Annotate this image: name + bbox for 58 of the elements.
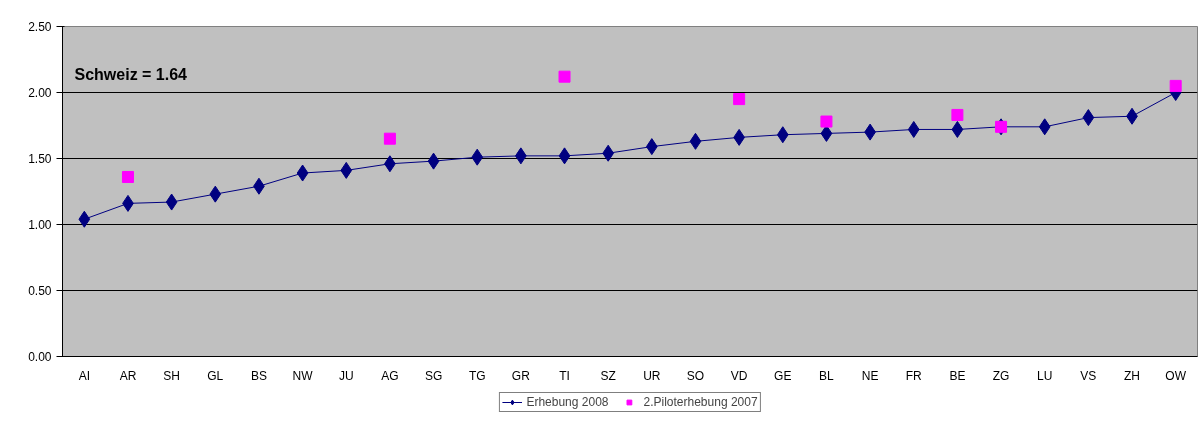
x-tick-label: AG [381, 368, 399, 383]
x-tick-label: SG [424, 368, 443, 383]
point [645, 138, 658, 156]
point [296, 164, 309, 182]
x-tick-label: SO [686, 368, 705, 383]
x-tick-label: VS [1080, 368, 1097, 383]
x-tick-label: SZ [600, 368, 616, 383]
point [165, 193, 178, 211]
point [209, 185, 222, 203]
point [733, 93, 746, 106]
x-tick-label: BS [250, 368, 267, 383]
legend-label: 2.Piloterhebung 2007 [643, 395, 758, 409]
point [776, 126, 789, 144]
point [689, 132, 702, 150]
point [121, 170, 134, 183]
x-tick-label: LU [1037, 368, 1053, 383]
point [427, 152, 440, 170]
x-tick-label: UR [643, 368, 661, 383]
x-tick-label: NW [292, 368, 314, 383]
x-tick-label: ZH [1124, 368, 1141, 383]
legend-label: Erhebung 2008 [526, 395, 609, 409]
point [78, 210, 91, 228]
point [907, 120, 920, 138]
point [602, 144, 615, 162]
y-tick-label: 2.00 [28, 86, 52, 100]
annotation: Schweiz = 1.64 [74, 65, 188, 83]
point [340, 161, 353, 179]
x-tick-label: FR [905, 368, 923, 383]
y-tick-label: 1.00 [28, 218, 52, 232]
point [1038, 118, 1051, 136]
y-tick-label: 0.50 [28, 284, 52, 298]
x-tick-label: TI [559, 368, 570, 383]
x-tick-label: JU [338, 368, 354, 383]
x-tick-label: VD [730, 368, 748, 383]
x-tick-label: BE [949, 368, 966, 383]
x-tick-label: ZG [992, 368, 1010, 383]
point [820, 115, 833, 128]
point [1169, 79, 1182, 92]
x-tick-label: GE [774, 368, 792, 383]
x-tick-label: TG [468, 368, 486, 383]
point [558, 70, 571, 83]
point [1082, 109, 1095, 127]
point [951, 120, 964, 138]
y-tick-label: 0.00 [28, 350, 52, 364]
y-tick-label: 2.50 [28, 20, 52, 34]
y-tick-label: 1.50 [28, 152, 52, 166]
x-tick-label: NE [861, 368, 879, 383]
point [383, 132, 396, 145]
point [951, 108, 964, 121]
point [471, 148, 484, 166]
x-tick-label: SH [163, 368, 180, 383]
x-tick-label: BL [819, 368, 835, 383]
x-tick-label: OW [1165, 368, 1187, 383]
x-tick-label: GL [207, 368, 224, 383]
x-tick-label: AR [119, 368, 137, 383]
point [558, 147, 571, 165]
x-tick-label: GR [511, 368, 531, 383]
x-tick-label: AI [78, 368, 90, 383]
